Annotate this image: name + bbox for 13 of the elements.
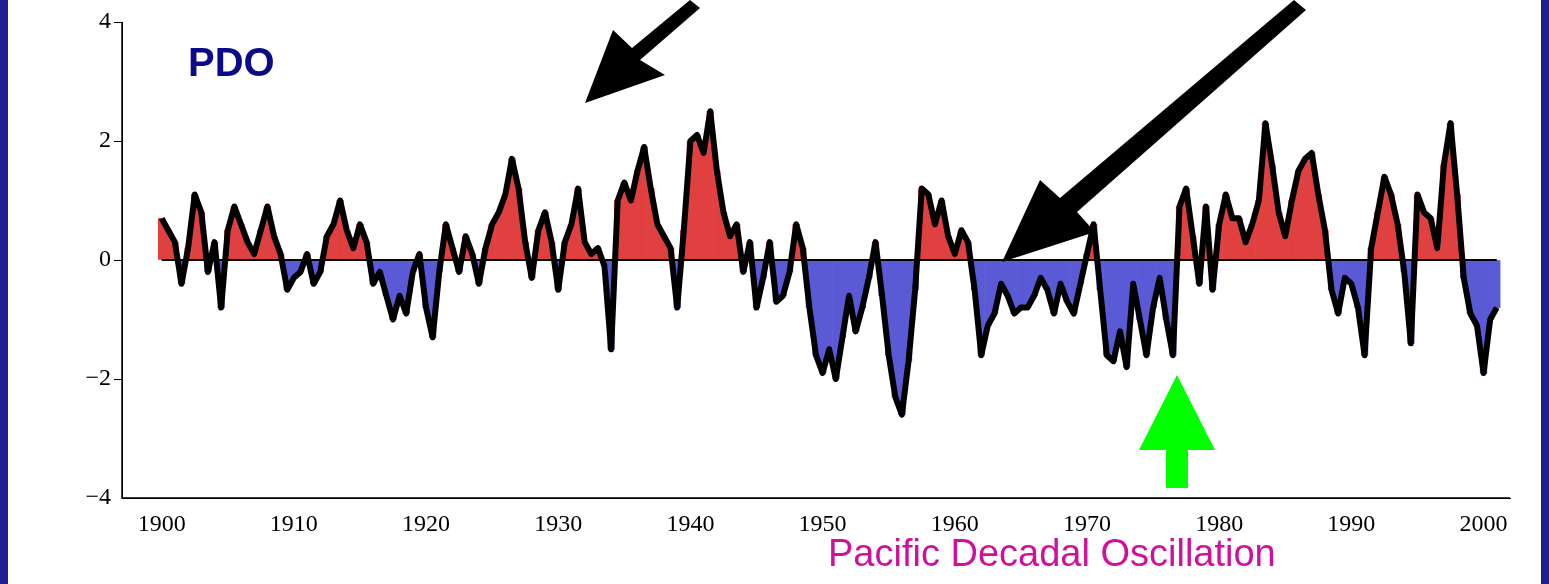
y-tick-label: −4 — [85, 483, 111, 510]
x-tick-label: 1900 — [137, 509, 186, 536]
x-tick-label: 2000 — [1459, 509, 1508, 536]
x-tick-label: 1940 — [666, 509, 715, 536]
x-tick-label: 1910 — [269, 509, 318, 536]
y-tick-label: 4 — [99, 7, 111, 34]
y-tick-label: −2 — [85, 364, 111, 391]
x-tick-label: 1990 — [1327, 509, 1376, 536]
x-tick-label: 1920 — [402, 509, 451, 536]
y-tick-label: 2 — [99, 126, 111, 153]
annotation: PDO — [188, 40, 275, 85]
x-tick-label: 1930 — [534, 509, 583, 536]
y-tick-label: 0 — [99, 245, 111, 272]
